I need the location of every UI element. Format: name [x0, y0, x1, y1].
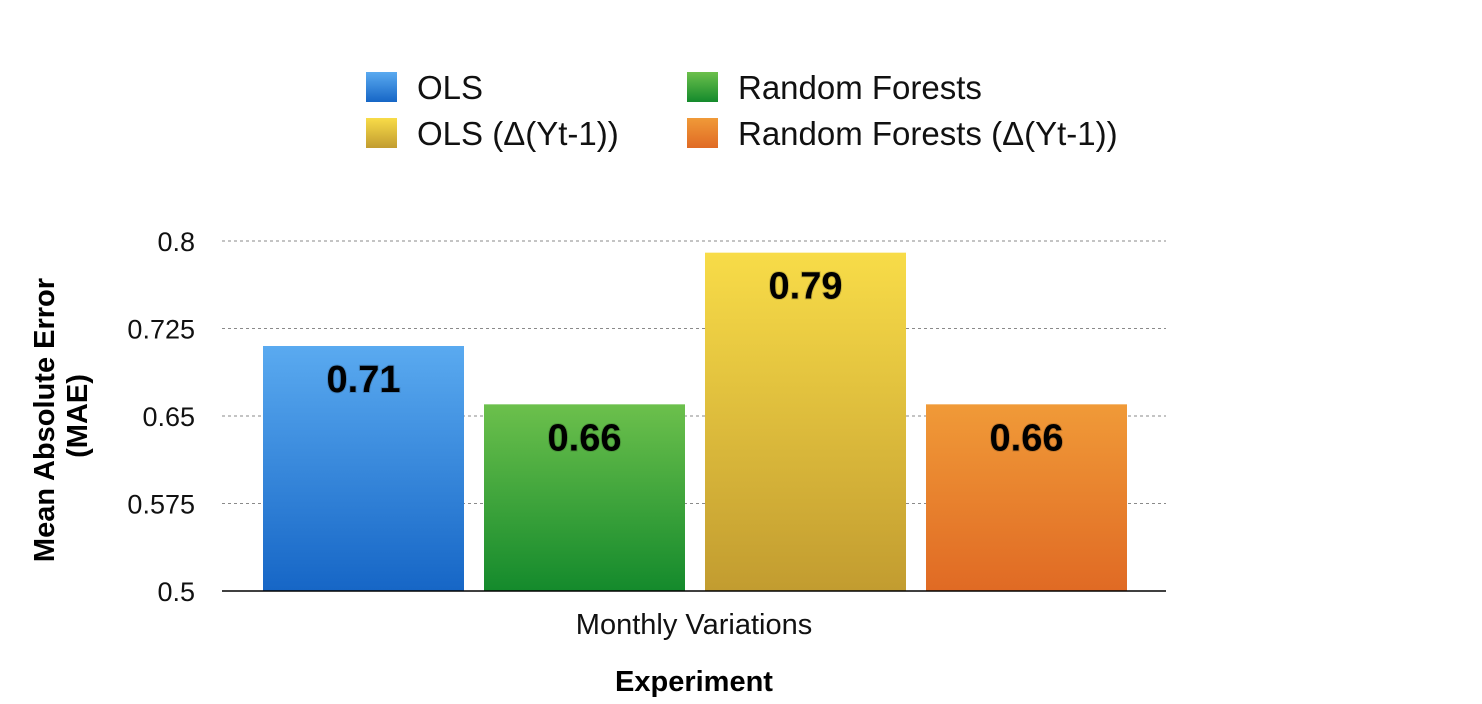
legend-label: Random Forests (Δ(Yt-1)) — [738, 115, 1118, 152]
bar-value-label: 0.66 — [548, 417, 622, 459]
x-axis-title: Experiment — [615, 666, 773, 698]
bars — [263, 252, 1127, 591]
bar — [484, 404, 685, 591]
y-axis-title-line-1: Mean Absolute Error — [29, 278, 61, 562]
x-category-label: Monthly Variations — [576, 609, 812, 641]
y-axis-title-line-2: (MAE) — [62, 374, 94, 458]
legend-swatch — [366, 118, 397, 148]
legend: OLS Random Forests OLS (Δ(Yt-1)) Random For… — [366, 69, 1118, 152]
data-labels: 0.71 0.66 0.79 0.66 — [326, 265, 1065, 461]
y-tick-label: 0.65 — [142, 402, 195, 432]
y-tick-label: 0.575 — [127, 490, 195, 520]
bar-value-label: 0.79 — [769, 266, 843, 308]
y-tick-labels: 0.5 0.575 0.65 0.725 0.8 — [127, 227, 195, 607]
legend-swatch — [687, 72, 718, 102]
bar-value-label: 0.66 — [990, 417, 1064, 459]
legend-label: Random Forests — [738, 69, 982, 106]
y-axis-title: Mean Absolute Error (MAE) — [29, 270, 94, 562]
legend-swatch — [687, 118, 718, 148]
bar — [263, 346, 464, 591]
bar-value-label: 0.71 — [327, 359, 401, 401]
bar — [705, 252, 906, 591]
y-tick-label: 0.5 — [157, 577, 195, 607]
legend-label: OLS — [417, 69, 483, 106]
y-tick-label: 0.8 — [157, 227, 195, 257]
legend-label: OLS (Δ(Yt-1)) — [417, 115, 619, 152]
y-tick-label: 0.725 — [127, 315, 195, 345]
legend-swatch — [366, 72, 397, 102]
bar — [926, 404, 1127, 591]
